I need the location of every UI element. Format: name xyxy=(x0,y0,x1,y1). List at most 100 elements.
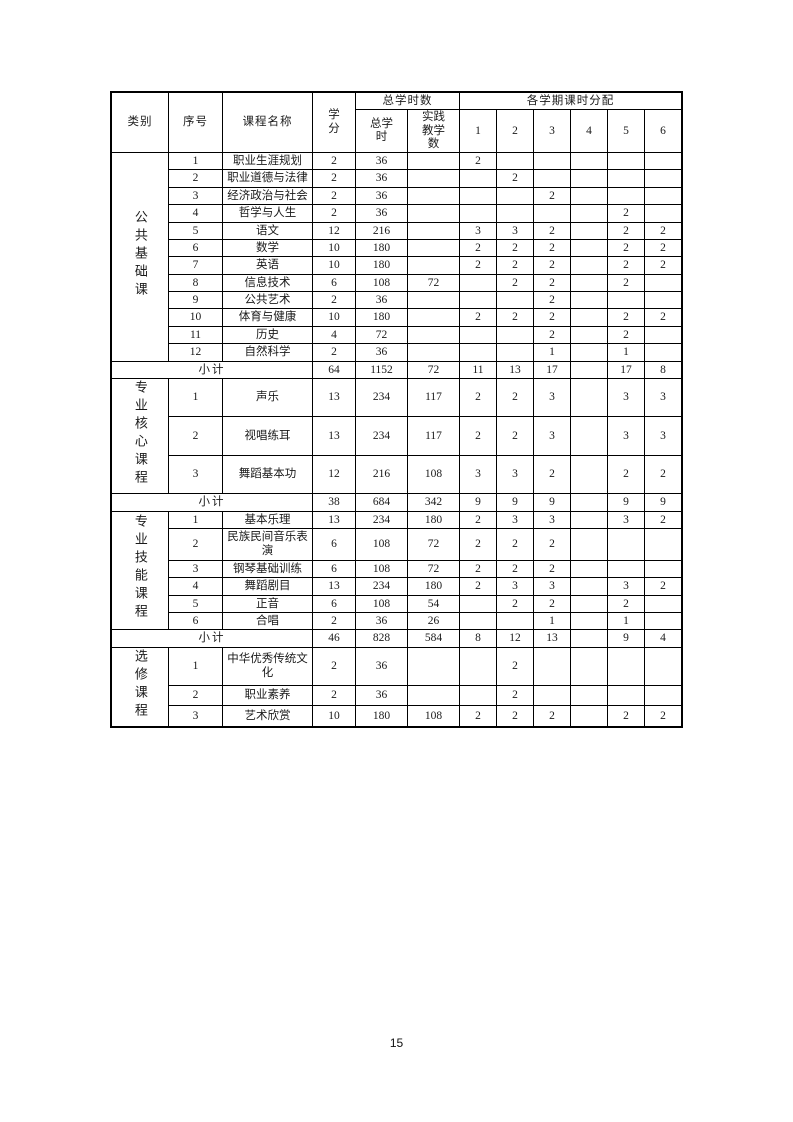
semester-4-hours xyxy=(570,238,608,258)
subtotal-semester-6: 8 xyxy=(643,360,683,379)
semester-4-hours xyxy=(570,169,608,188)
course-name: 历史 xyxy=(222,325,313,345)
semester-1-hours: 2 xyxy=(459,577,497,596)
semester-4-hours xyxy=(570,416,608,456)
semester-5-hours: 1 xyxy=(607,343,645,362)
course-name: 合唱 xyxy=(222,611,313,631)
course-credits: 10 xyxy=(312,705,356,728)
semester-5-hours: 2 xyxy=(607,221,645,240)
semester-2-hours: 2 xyxy=(496,684,534,707)
row-index: 6 xyxy=(168,238,223,258)
row-index: 8 xyxy=(168,273,223,293)
row-index: 1 xyxy=(168,377,223,418)
course-practice-hours xyxy=(407,221,460,240)
semester-3-hours: 1 xyxy=(533,611,571,631)
course-total-hours: 234 xyxy=(355,377,408,418)
semester-6-hours: 3 xyxy=(643,416,683,456)
course-credits: 4 xyxy=(312,325,356,345)
course-practice-hours xyxy=(407,169,460,188)
header-semester-5: 5 xyxy=(607,109,645,154)
subtotal-row: 小计 46 828 584 8 12 13 9 4 xyxy=(111,629,683,648)
course-credits: 2 xyxy=(312,343,356,362)
semester-3-hours: 2 xyxy=(533,256,571,275)
course-credits: 6 xyxy=(312,528,356,561)
semester-2-hours: 2 xyxy=(496,256,534,275)
semester-4-hours xyxy=(570,308,608,327)
category-vertical-text: 公共基础课 xyxy=(132,209,148,300)
subtotal-semester-3: 13 xyxy=(533,629,571,648)
course-practice-hours xyxy=(407,684,460,707)
semester-2-hours: 3 xyxy=(496,454,534,495)
course-practice-hours xyxy=(407,308,460,327)
course-name: 基本乐理 xyxy=(222,510,313,530)
course-practice-hours xyxy=(407,152,460,171)
subtotal-semester-2: 9 xyxy=(496,493,534,512)
semester-1-hours xyxy=(459,343,497,362)
course-credits: 2 xyxy=(312,186,356,206)
semester-4-hours xyxy=(570,559,608,579)
table-header-row-2: 总学时实践 教学数 1 2 3 4 5 6 xyxy=(112,109,683,154)
semester-3-hours: 2 xyxy=(533,594,571,613)
course-credits: 2 xyxy=(312,684,356,707)
semester-1-hours xyxy=(459,684,497,707)
course-total-hours: 108 xyxy=(355,594,408,613)
course-total-hours: 36 xyxy=(355,186,408,206)
semester-4-hours xyxy=(570,454,608,495)
semester-4-hours xyxy=(570,256,608,275)
semester-5-hours: 3 xyxy=(607,577,645,596)
table-row: 9 公共艺术 2 36 2 xyxy=(112,291,683,310)
table-row: 2 视唱练耳 13 234 117 2 2 3 3 3 xyxy=(112,416,683,456)
row-index: 2 xyxy=(168,169,223,188)
table-row: 5 语文 12 216 3 3 2 2 2 xyxy=(112,221,683,240)
semester-5-hours xyxy=(607,291,645,310)
header-category: 类别 xyxy=(111,91,169,154)
row-index: 2 xyxy=(168,528,223,561)
semester-4-hours xyxy=(570,611,608,631)
course-practice-hours xyxy=(407,325,460,345)
subtotal-semester-1: 11 xyxy=(459,360,497,379)
row-index: 2 xyxy=(168,684,223,707)
semester-3-hours: 2 xyxy=(533,186,571,206)
semester-5-hours: 1 xyxy=(607,611,645,631)
semester-3-hours: 2 xyxy=(533,238,571,258)
table-row: 5 正音 6 108 54 2 2 2 xyxy=(112,594,683,613)
header-practice-l2: 教学 xyxy=(422,124,445,137)
semester-3-hours: 2 xyxy=(533,454,571,495)
subtotal-semester-6: 4 xyxy=(643,629,683,648)
course-practice-hours: 26 xyxy=(407,611,460,631)
semester-3-hours: 2 xyxy=(533,273,571,293)
semester-5-hours: 2 xyxy=(607,454,645,495)
semester-1-hours xyxy=(459,291,497,310)
semester-4-hours xyxy=(570,325,608,345)
course-total-hours: 180 xyxy=(355,308,408,327)
subtotal-semester-4 xyxy=(570,493,608,512)
course-name: 英语 xyxy=(222,256,313,275)
semester-1-hours xyxy=(459,325,497,345)
course-total-hours: 180 xyxy=(355,238,408,258)
semester-1-hours: 2 xyxy=(459,256,497,275)
table-row: 2 职业道德与法律 2 36 2 xyxy=(112,169,683,188)
semester-2-hours: 2 xyxy=(496,594,534,613)
table-row: 11 历史 4 72 2 2 xyxy=(112,325,683,345)
subtotal-semester-5: 9 xyxy=(607,493,645,512)
category-vertical-text: 专业技能课程 xyxy=(132,514,148,623)
page-number: 15 xyxy=(389,1036,404,1050)
semester-4-hours xyxy=(570,510,608,530)
semester-2-hours: 2 xyxy=(496,238,534,258)
curriculum-table: 类别 序号 课程名称学分总学时数 各学期课时分配 总学时实践 教学数 1 2 3 4 5 6 公共基础课… xyxy=(109,90,684,729)
course-total-hours: 36 xyxy=(355,169,408,188)
semester-3-hours: 3 xyxy=(533,416,571,456)
course-practice-hours: 72 xyxy=(407,559,460,579)
semester-6-hours xyxy=(643,684,683,707)
semester-4-hours xyxy=(570,377,608,418)
table-row: 3 经济政治与社会 2 36 2 xyxy=(112,186,683,206)
course-total-hours: 36 xyxy=(355,611,408,631)
table-row: 7 英语 10 180 2 2 2 2 2 xyxy=(112,256,683,275)
category-vertical-text: 专业核心课程 xyxy=(132,379,148,488)
course-total-hours: 108 xyxy=(355,559,408,579)
course-practice-hours xyxy=(407,186,460,206)
subtotal-total: 684 xyxy=(355,493,408,512)
course-credits: 10 xyxy=(312,238,356,258)
semester-6-hours xyxy=(643,528,683,561)
course-name: 体育与健康 xyxy=(222,308,313,327)
